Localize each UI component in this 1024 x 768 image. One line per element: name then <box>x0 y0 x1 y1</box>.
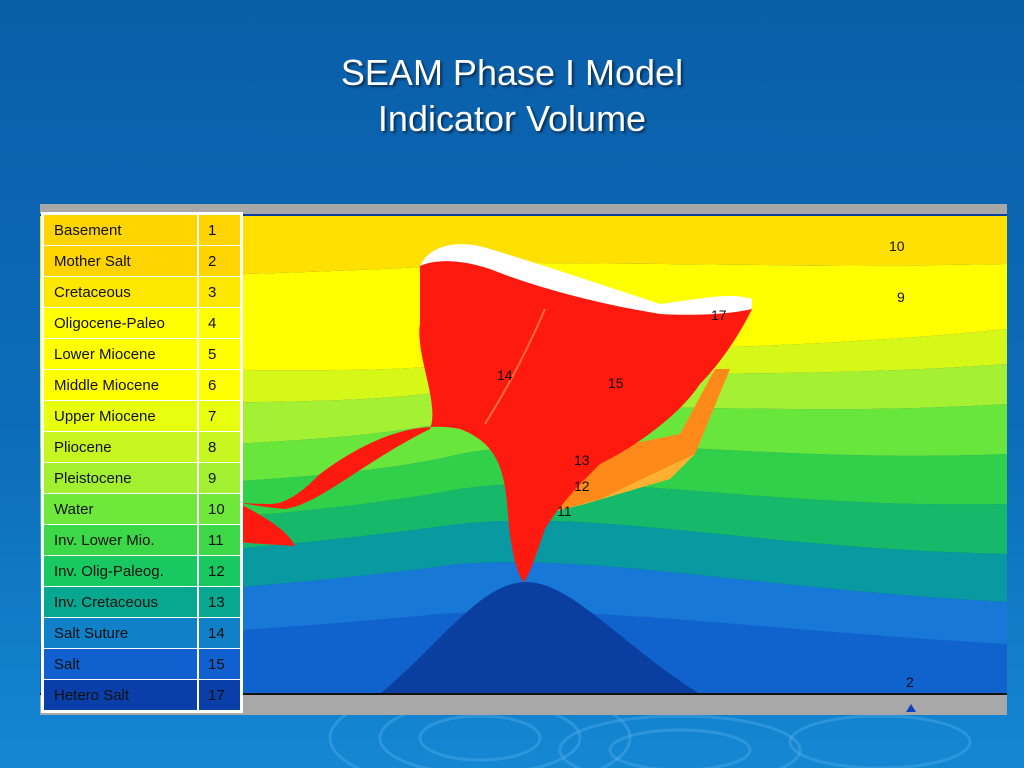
salt-body <box>120 250 752 582</box>
basement-dome <box>380 581 700 694</box>
legend-name: Pliocene <box>43 431 199 463</box>
legend-name: Oligocene-Paleo <box>43 307 199 339</box>
label-14: 14 <box>497 367 513 383</box>
legend-name: Inv. Lower Mio. <box>43 524 199 556</box>
layer-gold <box>40 216 1007 279</box>
legend-row: Inv. Lower Mio. 11 <box>43 524 241 556</box>
label-15: 15 <box>608 375 624 391</box>
label-17: 17 <box>711 307 727 323</box>
legend-row: Middle Miocene 6 <box>43 369 241 401</box>
legend-name: Pleistocene <box>43 462 199 494</box>
title-line-2: Indicator Volume <box>377 98 647 139</box>
legend-row: Basement 1 <box>43 214 241 246</box>
legend-row: Pliocene 8 <box>43 431 241 463</box>
legend-value: 5 <box>197 338 241 370</box>
legend-row: Salt Suture 14 <box>43 617 241 649</box>
legend-name: Salt <box>43 648 199 680</box>
legend-name: Basement <box>43 214 199 246</box>
salt-suture <box>484 308 546 425</box>
legend-value: 3 <box>197 276 241 308</box>
hetero-salt-cap <box>420 244 752 315</box>
legend-name: Cretaceous <box>43 276 199 308</box>
title-line-1: SEAM Phase I Model <box>340 52 684 93</box>
legend-table: Basement 1 Mother Salt 2 Cretaceous 3 Oligocen… <box>41 212 243 713</box>
legend-value: 8 <box>197 431 241 463</box>
legend-row: Water 10 <box>43 493 241 525</box>
label-13: 13 <box>574 452 590 468</box>
label-12: 12 <box>574 478 590 494</box>
legend-name: Lower Miocene <box>43 338 199 370</box>
legend-name: Inv. Cretaceous <box>43 586 199 618</box>
legend-value: 12 <box>197 555 241 587</box>
legend-name: Water <box>43 493 199 525</box>
legend-row: Pleistocene 9 <box>43 462 241 494</box>
legend-name: Upper Miocene <box>43 400 199 432</box>
inverted-layers <box>545 369 730 514</box>
legend-value: 15 <box>197 648 241 680</box>
legend-row: Oligocene-Paleo 4 <box>43 307 241 339</box>
label-9: 9 <box>897 289 905 305</box>
legend-row: Hetero Salt 17 <box>43 679 241 711</box>
label-10: 10 <box>889 238 905 254</box>
legend-value: 6 <box>197 369 241 401</box>
legend-value: 2 <box>197 245 241 277</box>
legend-row: Lower Miocene 5 <box>43 338 241 370</box>
legend-name: Middle Miocene <box>43 369 199 401</box>
legend-name: Salt Suture <box>43 617 199 649</box>
legend-name: Inv. Olig-Paleog. <box>43 555 199 587</box>
legend-value: 1 <box>197 214 241 246</box>
legend-name: Mother Salt <box>43 245 199 277</box>
label-11: 11 <box>557 503 572 519</box>
legend-value: 7 <box>197 400 241 432</box>
legend-row: Mother Salt 2 <box>43 245 241 277</box>
legend-row: Inv. Olig-Paleog. 12 <box>43 555 241 587</box>
legend-value: 17 <box>197 679 241 711</box>
legend-value: 14 <box>197 617 241 649</box>
legend-name: Hetero Salt <box>43 679 199 711</box>
legend-value: 13 <box>197 586 241 618</box>
legend-value: 9 <box>197 462 241 494</box>
legend-row: Inv. Cretaceous 13 <box>43 586 241 618</box>
legend-row: Upper Miocene 7 <box>43 400 241 432</box>
legend-value: 11 <box>197 524 241 556</box>
legend-value: 10 <box>197 493 241 525</box>
legend-row: Cretaceous 3 <box>43 276 241 308</box>
legend-row: Salt 15 <box>43 648 241 680</box>
bottom-marker-icon <box>906 704 916 712</box>
label-2: 2 <box>906 674 914 690</box>
legend-value: 4 <box>197 307 241 339</box>
